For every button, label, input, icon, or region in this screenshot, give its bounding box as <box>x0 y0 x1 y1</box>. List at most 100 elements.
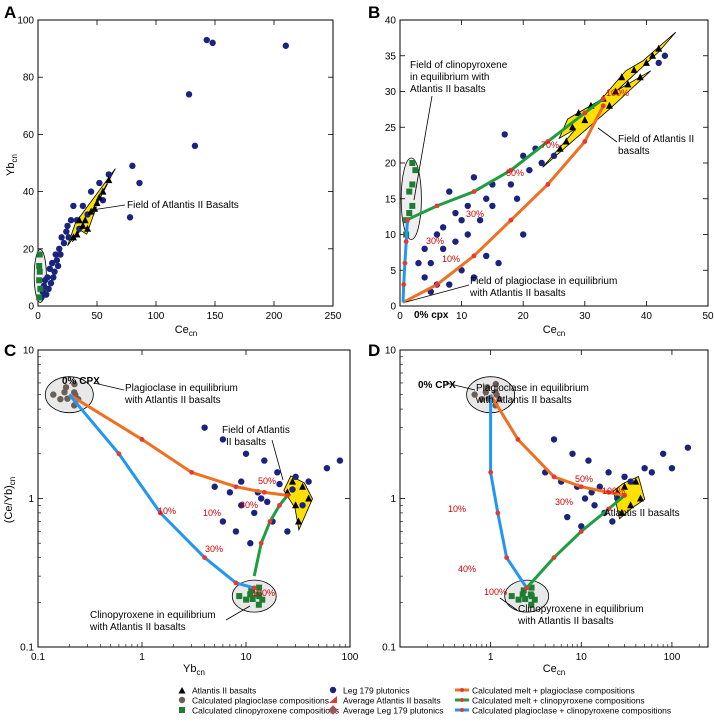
panel-b-ytick-label: 35 <box>385 51 397 62</box>
panel-a-plutonic-point <box>79 202 87 210</box>
panel-d-plutonic-point <box>569 450 576 457</box>
panel-b-melt-cpx-line-node <box>508 167 514 173</box>
panel-d-xtick-label: 10 <box>576 652 588 663</box>
panel-d-atlantis-point <box>636 494 644 502</box>
panel-a-plutonic-point <box>43 291 50 298</box>
panel-b-pct-70: 70% <box>541 140 559 150</box>
panel-b-ytick-label: 5 <box>390 266 396 277</box>
panel-b-plutonic-point <box>458 217 465 224</box>
panel-a-plutonic-point <box>65 234 72 241</box>
panel-b-atlantis-field <box>542 31 677 168</box>
panel-a-xtick-label: 200 <box>266 311 283 322</box>
panel-c-atlantis-point <box>289 477 297 485</box>
panel-d-annotation-plag-1: Plagioclase in equilibrium <box>476 383 589 394</box>
panel-d-plutonic-point <box>588 489 595 496</box>
panel-d-ytick-label: 1 <box>390 494 396 505</box>
panel-c-plutonic-point <box>323 464 331 472</box>
panel-c-plutonic-point <box>261 457 268 464</box>
panel-c: C 0.1 1 10 100 0.1 1 10 Ybcn (Ce/Yb)cn Plagioc… <box>3 341 359 677</box>
panel-c-plutonic-point <box>257 495 265 502</box>
panel-d-plutonic-point <box>641 464 648 472</box>
panel-c-melt-cpx-line-node <box>258 540 264 546</box>
panel-c-annotation-field-2: II basalts <box>226 437 266 448</box>
panel-b-melt-plag-line-node <box>582 139 588 144</box>
panel-b-atlantis-point <box>642 58 650 66</box>
panel-d-melt-cpx-line-node <box>551 555 557 560</box>
panel-b-plag-cpx-line-node <box>401 282 407 287</box>
panel-c-annotation-cpx-line <box>225 605 251 621</box>
panel-a-plutonic-point <box>191 142 199 150</box>
panel-d-plutonic-point <box>627 478 634 485</box>
panel-b-melt-cpx-line-node <box>600 96 606 102</box>
panel-a-plutonic-point <box>87 188 95 195</box>
panel-b-plutonic-point <box>470 274 478 281</box>
panel-a-xtick-label: 50 <box>91 311 103 322</box>
panel-d-xtick-label: 1 <box>488 652 494 663</box>
panel-b-label-0cpx: 0% cpx <box>414 310 449 321</box>
panel-b-cpx-point <box>406 210 413 217</box>
panel-a-ytick-label: 60 <box>23 130 35 141</box>
panel-b-ytick-label: 25 <box>385 123 397 134</box>
legend-symbol-node <box>460 698 464 702</box>
panel-d-cpx-marker <box>519 591 526 598</box>
legend-symbol-node <box>460 688 464 692</box>
panel-b-pct-30a: 30% <box>466 209 484 219</box>
panel-a-atlantis-point <box>84 224 92 232</box>
panel-d-cpx-marker <box>515 596 522 603</box>
panel-b-xtick-label: 30 <box>579 311 591 322</box>
panel-b-atlantis-point <box>655 44 663 52</box>
panel-b-xtick-label: 0 <box>397 311 403 322</box>
panel-b-plutonic-point <box>655 59 662 67</box>
panel-d-melt-plag-line <box>489 393 625 497</box>
panel-a-plutonic-point <box>52 251 59 258</box>
panel-b-atlantis-point <box>649 51 657 59</box>
panel-b-pct-100: 100% <box>606 88 629 98</box>
panel-a-ytick-label: 40 <box>23 187 35 198</box>
panel-b-ytick-label: 30 <box>385 87 397 98</box>
panel-b-plutonic-point <box>538 159 545 167</box>
panel-c-atlantis-point <box>305 494 313 502</box>
panel-b-melt-plag-line-node <box>434 282 440 287</box>
panel-c-cpx-marker <box>255 591 262 598</box>
panel-a-cpx-point <box>37 285 44 292</box>
panel-a-cpx-point <box>36 262 43 269</box>
panel-c-plag-cpx-line-node <box>233 580 239 586</box>
panel-a-atlantis-point <box>95 193 103 201</box>
panel-c-xtick-label: 100 <box>342 652 359 663</box>
panel-a-ticks: 0 50 100 150 200 250 0 20 40 60 80 100 <box>17 16 341 323</box>
panel-d-plutonic-point <box>596 483 603 490</box>
panel-b-plutonic-point <box>489 202 496 210</box>
panel-b-cpx-point <box>409 181 416 188</box>
panel-d-plutonic-point <box>684 444 692 451</box>
panel-c-atlantis-point <box>295 517 303 525</box>
panel-a-atlantis-point <box>75 216 83 224</box>
panel-c-plutonic-point <box>305 478 312 485</box>
panel-d-xtick-label: 100 <box>664 652 681 663</box>
panel-a-atlantis-point <box>93 199 101 207</box>
panel-b-xtick-label: 40 <box>641 311 653 322</box>
panel-b-annotation-cpx-3: Atlantis II basalts <box>410 84 486 95</box>
legend-label: Calculated clinopyroxene compositions <box>192 706 339 716</box>
panel-a-plutonic-point <box>46 265 53 273</box>
panel-d-plutonic-point <box>648 469 656 476</box>
panel-b-plutonic-point <box>513 195 521 202</box>
panel-b-melt-cpx-line-node <box>434 203 440 209</box>
panel-b-atlantis-point <box>562 137 570 145</box>
panel-a-atlantis-point <box>87 207 95 215</box>
panel-a-plutonic-point <box>53 257 61 264</box>
panel-c-xlabel: Ybcn <box>183 663 205 677</box>
legend-label: Calculated melt + plagioclase compositio… <box>472 686 635 696</box>
panel-d-pct-50: 50% <box>575 474 593 484</box>
panel-d-plag-marker <box>471 391 478 398</box>
panel-d-plutonic-point <box>668 464 676 472</box>
panel-d-atlantis-field <box>613 475 646 520</box>
panel-d-cpx-marker <box>527 591 534 598</box>
panel-d-cpx-marker <box>531 596 538 603</box>
panel-b-plag-cpx-line-node <box>403 239 409 245</box>
panel-c-plag-marker <box>71 389 78 396</box>
panel-c-annotation-field-1: Field of Atlantis <box>222 425 290 436</box>
panel-a-plutonic-point <box>70 202 77 210</box>
legend-label: Average Atlantis II basalts <box>343 696 441 706</box>
panel-c-plutonic-point <box>292 473 299 480</box>
panel-b-annotation-field-2: basalts <box>618 146 650 157</box>
